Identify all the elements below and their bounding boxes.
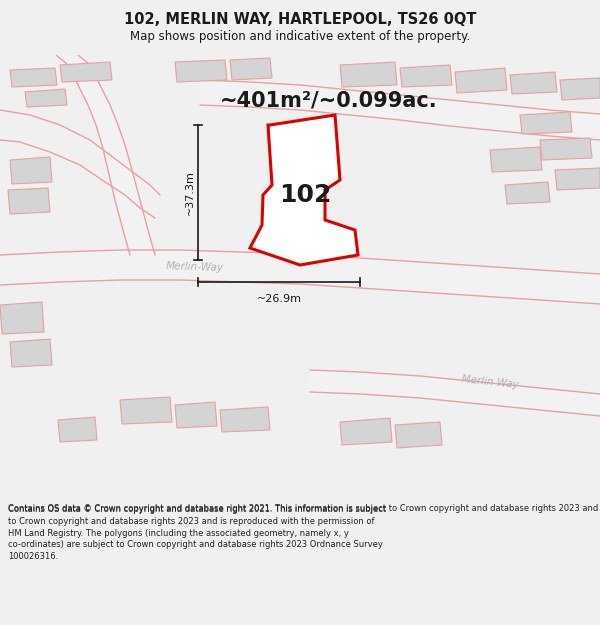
Text: 102: 102 bbox=[279, 183, 331, 207]
Polygon shape bbox=[310, 370, 600, 416]
Text: ~26.9m: ~26.9m bbox=[257, 294, 302, 304]
Text: Map shows position and indicative extent of the property.: Map shows position and indicative extent… bbox=[130, 30, 470, 43]
Polygon shape bbox=[25, 89, 67, 107]
Polygon shape bbox=[490, 147, 542, 172]
Polygon shape bbox=[175, 402, 217, 428]
Polygon shape bbox=[0, 110, 160, 218]
Text: Contains OS data © Crown copyright and database right 2021. This information is : Contains OS data © Crown copyright and d… bbox=[8, 505, 386, 561]
Polygon shape bbox=[560, 78, 600, 100]
Polygon shape bbox=[230, 58, 272, 80]
Polygon shape bbox=[60, 62, 112, 82]
Text: ~401m²/~0.099ac.: ~401m²/~0.099ac. bbox=[220, 90, 437, 110]
Polygon shape bbox=[175, 60, 227, 82]
Polygon shape bbox=[400, 65, 452, 87]
Polygon shape bbox=[340, 62, 397, 87]
Polygon shape bbox=[340, 418, 392, 445]
Polygon shape bbox=[0, 302, 44, 334]
Text: 102, MERLIN WAY, HARTLEPOOL, TS26 0QT: 102, MERLIN WAY, HARTLEPOOL, TS26 0QT bbox=[124, 12, 476, 27]
Polygon shape bbox=[505, 182, 550, 204]
Polygon shape bbox=[120, 397, 172, 424]
Polygon shape bbox=[555, 168, 600, 190]
Polygon shape bbox=[10, 157, 52, 184]
Polygon shape bbox=[250, 115, 358, 265]
Polygon shape bbox=[455, 68, 507, 93]
Polygon shape bbox=[10, 68, 57, 87]
Polygon shape bbox=[10, 339, 52, 367]
Text: Contains OS data © Crown copyright and database right 2021. This information is : Contains OS data © Crown copyright and d… bbox=[8, 504, 600, 512]
Polygon shape bbox=[395, 422, 442, 448]
Polygon shape bbox=[510, 72, 557, 94]
Polygon shape bbox=[200, 80, 600, 140]
Polygon shape bbox=[520, 112, 572, 134]
Polygon shape bbox=[0, 250, 600, 304]
Text: Merlin-Way: Merlin-Way bbox=[166, 261, 224, 273]
Text: ~37.3m: ~37.3m bbox=[185, 170, 195, 215]
Text: Merlin Way: Merlin Way bbox=[461, 374, 519, 390]
Polygon shape bbox=[58, 417, 97, 442]
Polygon shape bbox=[540, 138, 592, 160]
Polygon shape bbox=[220, 407, 270, 432]
Polygon shape bbox=[56, 55, 155, 255]
Polygon shape bbox=[8, 188, 50, 214]
